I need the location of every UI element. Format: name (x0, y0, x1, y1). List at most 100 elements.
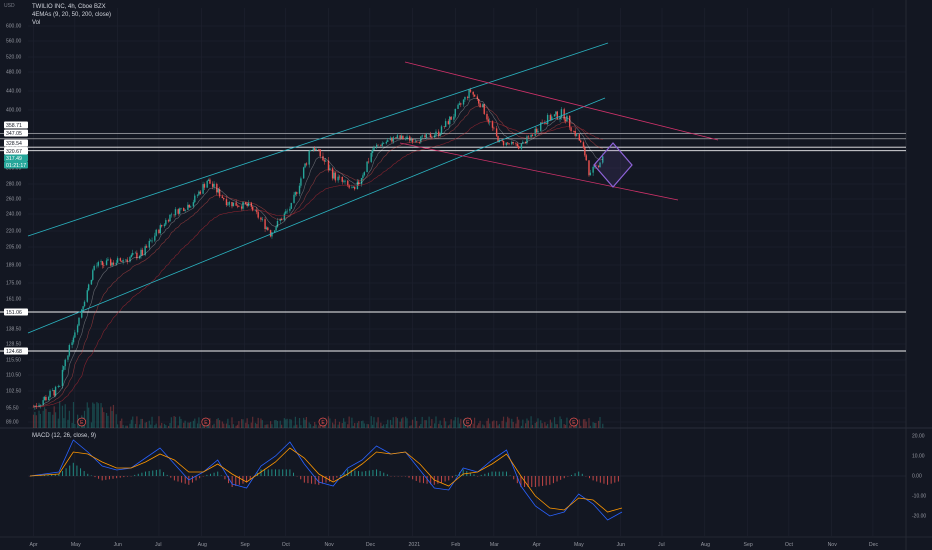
price-tick-label: 102.50 (6, 389, 22, 395)
candle-body (57, 386, 60, 387)
volume-bar (119, 420, 121, 428)
price-tick-label: 175.00 (6, 281, 22, 287)
volume-bar (225, 423, 228, 428)
macd-histogram-bar (379, 471, 381, 476)
volume-bar (420, 423, 422, 428)
candle-body (351, 187, 353, 189)
candle-body (112, 262, 115, 265)
volume-bar (318, 425, 320, 428)
volume-bar (276, 420, 279, 428)
volume-bar (497, 425, 499, 428)
macd-histogram-bar (357, 471, 359, 476)
candle-body (97, 262, 99, 266)
candle-body (52, 390, 54, 391)
price-tick-label: 115.50 (6, 358, 21, 364)
volume-bar (308, 422, 310, 428)
candle-body (105, 260, 108, 266)
candle-body (132, 252, 134, 255)
volume-bar (196, 423, 199, 428)
price-tag-text: 124.68 (6, 349, 22, 355)
candle-body (428, 133, 430, 135)
macd-histogram-bar (231, 476, 233, 487)
macd-histogram-bar (495, 471, 497, 476)
candle-body (121, 260, 123, 262)
volume-bar (300, 425, 302, 428)
candle-body (338, 176, 341, 178)
macd-histogram-bar (451, 476, 453, 478)
candle-body (308, 150, 310, 165)
candle-body (553, 114, 556, 117)
volume-bar (112, 404, 115, 428)
macd-histogram-bar (567, 476, 569, 477)
volume-bar (283, 418, 285, 428)
candle-body (438, 131, 440, 136)
volume-bar (271, 424, 273, 428)
candle-body (344, 180, 346, 182)
candle-body (502, 140, 505, 146)
price-tag-text: 347.05 (6, 131, 22, 137)
volume-bar (541, 423, 543, 428)
macd-histogram-bar (87, 473, 89, 476)
candle-body (580, 140, 582, 143)
volume-bar (274, 420, 276, 428)
volume-bar (296, 424, 298, 428)
candle-body (218, 189, 221, 197)
macd-histogram-bar (108, 476, 110, 480)
candle-body (276, 220, 279, 227)
volume-bar (363, 423, 365, 428)
volume-bar (524, 423, 527, 428)
volume-bar (599, 416, 601, 428)
candle-body (265, 227, 268, 229)
macd-histogram-bar (578, 471, 580, 476)
volume-bar (453, 420, 455, 428)
volume-bar (443, 417, 445, 428)
volume-bar (173, 416, 175, 428)
macd-histogram-bar (516, 476, 518, 484)
volume-bar (476, 425, 478, 428)
volume-bar (402, 417, 404, 428)
candle-body (516, 143, 519, 147)
candle-body (531, 134, 534, 136)
candle-body (544, 123, 546, 124)
candle-body (515, 143, 517, 144)
candle-body (71, 342, 73, 346)
volume-bar (482, 424, 484, 428)
candle-body (508, 143, 510, 145)
macd-histogram-bar (570, 474, 572, 476)
volume-bar (192, 420, 195, 428)
macd-histogram-bar (61, 471, 63, 476)
candle-body (305, 163, 308, 165)
volume-bar (139, 424, 141, 428)
macd-histogram-bar (430, 476, 432, 485)
volume-bar (305, 416, 308, 428)
volume-bar (333, 424, 335, 428)
volume-bar (275, 419, 277, 428)
candles (32, 87, 604, 410)
volume-bar (293, 425, 295, 428)
candle-body (597, 165, 600, 168)
volume-bar (290, 419, 292, 428)
macd-histogram-bar (560, 476, 562, 480)
volume-bar (67, 419, 69, 428)
volume-bar (144, 422, 146, 428)
volume-bar (132, 416, 134, 428)
earnings-marker (318, 417, 328, 427)
price-tag-box (4, 121, 28, 129)
candle-body (399, 135, 401, 139)
candle-body (111, 262, 113, 266)
candle-body (377, 144, 379, 146)
candle-body (439, 133, 441, 136)
time-tick-label: Aug (198, 542, 207, 548)
macd-histogram-bar (206, 474, 208, 476)
volume-bar (221, 421, 223, 428)
ema-50-line (33, 121, 603, 408)
macd-histogram-bar (224, 476, 226, 480)
volume-bar (460, 418, 462, 428)
volume-bar (187, 422, 189, 428)
macd-histogram-bar (199, 476, 201, 479)
macd-histogram-bar (412, 476, 414, 480)
macd-histogram-bar (538, 476, 540, 487)
volume-bar (387, 419, 389, 428)
